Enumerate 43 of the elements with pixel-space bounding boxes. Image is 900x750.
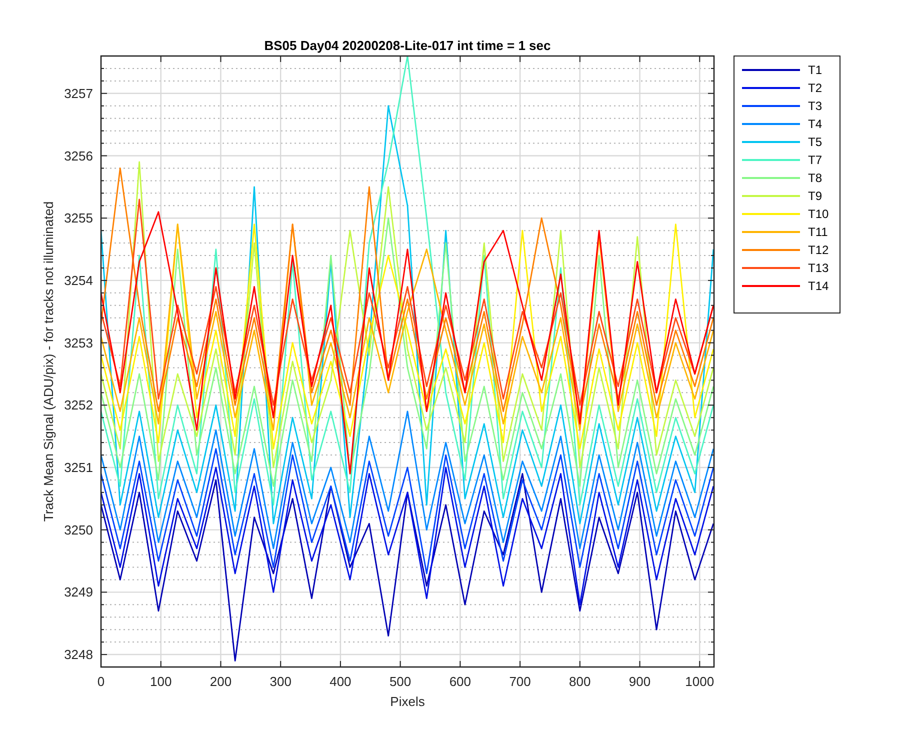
legend-label: T9: [808, 189, 822, 204]
chart-title: BS05 Day04 20200208-Lite-017 int time = 1 sec: [264, 38, 551, 53]
x-tick-label: 700: [509, 674, 531, 689]
legend-label: T12: [808, 243, 830, 258]
legend-label: T14: [808, 279, 830, 294]
x-tick-label: 0: [97, 674, 105, 689]
y-tick-label: 3253: [64, 335, 93, 350]
legend-label: T7: [808, 153, 822, 168]
x-tick-label: 200: [210, 674, 232, 689]
legend-label: T11: [808, 225, 828, 240]
x-tick-label: 900: [628, 674, 651, 689]
y-tick-label: 3254: [64, 273, 93, 288]
line-series: [101, 448, 714, 574]
x-tick-label: 500: [389, 674, 412, 689]
x-tick-label: 800: [569, 674, 591, 689]
y-tick-label: 3257: [64, 86, 93, 101]
y-tick-label: 3248: [64, 647, 93, 662]
x-tick-label: 400: [330, 674, 352, 689]
y-tick-label: 3255: [64, 210, 93, 226]
legend-label: T8: [808, 171, 822, 186]
y-tick-label: 3252: [64, 398, 93, 413]
legend-label: T3: [808, 99, 822, 114]
line-series: [101, 168, 714, 418]
legend-label: T2: [808, 81, 822, 96]
y-tick-label: 3256: [64, 148, 93, 164]
line-series: [101, 410, 714, 550]
legend-label: T13: [808, 261, 830, 276]
x-tick-label: 100: [150, 674, 172, 689]
y-tick-label: 3250: [64, 522, 93, 538]
x-tick-label: 1000: [685, 674, 714, 689]
y-tick-label: 3249: [64, 584, 93, 600]
line-series: [101, 473, 714, 662]
x-axis-title: Pixels: [390, 694, 426, 709]
legend-label: T4: [808, 117, 822, 132]
line-series: [101, 161, 714, 468]
legend-label: T10: [808, 207, 830, 222]
x-tick-label: 300: [270, 674, 292, 689]
x-tick-label: 600: [449, 674, 472, 689]
y-tick-label: 3251: [64, 460, 93, 476]
line-series: [101, 466, 714, 606]
y-axis-title: Track Mean Signal (ADU/pix) - for tracks not illuminated: [41, 201, 56, 522]
legend-label: T1: [808, 63, 822, 78]
legend-label: T5: [808, 135, 822, 150]
